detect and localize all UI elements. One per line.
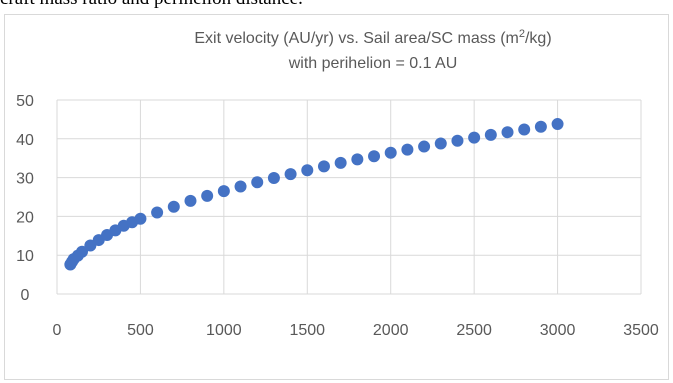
data-point-21: [301, 164, 314, 177]
page-caption: craft mass ratio and perihelion distance…: [0, 0, 673, 12]
y-tick-label-4: 40: [16, 132, 34, 149]
data-point-22: [317, 160, 330, 173]
y-tick-label-1: 10: [16, 248, 34, 265]
data-point-13: [167, 200, 180, 213]
x-tick-label-6: 3000: [540, 322, 576, 339]
data-point-26: [384, 146, 397, 159]
data-point-25: [368, 150, 381, 163]
chart-frame: Exit velocity (AU/yr) vs. Sail area/SC m…: [4, 14, 669, 380]
chart-subtitle: with perihelion = 0.1 AU: [288, 55, 458, 72]
data-point-28: [418, 140, 431, 153]
data-point-35: [534, 120, 547, 133]
data-point-12: [151, 206, 164, 219]
x-tick-label-3: 1500: [289, 322, 325, 339]
data-point-29: [434, 137, 447, 150]
x-tick-label-1: 500: [127, 322, 154, 339]
data-point-24: [351, 153, 364, 166]
data-point-18: [251, 176, 264, 189]
x-tick-label-4: 2000: [373, 322, 409, 339]
data-point-11: [134, 212, 147, 225]
scatter-chart: Exit velocity (AU/yr) vs. Sail area/SC m…: [16, 28, 659, 339]
data-point-30: [451, 134, 464, 147]
chart-title-superscript: 2: [519, 28, 525, 40]
chart-title-suffix: /kg): [525, 30, 552, 47]
x-tick-label-2: 1000: [206, 322, 242, 339]
data-point-32: [484, 128, 497, 141]
data-point-4: [76, 245, 89, 258]
data-point-34: [518, 123, 531, 136]
y-tick-label-3: 30: [16, 171, 34, 188]
y-tick-label-2: 20: [16, 209, 34, 226]
x-tick-label-7: 3500: [623, 322, 659, 339]
data-point-20: [284, 168, 297, 181]
data-point-14: [184, 194, 197, 207]
data-point-33: [501, 126, 514, 139]
data-point-19: [267, 171, 280, 184]
data-point-27: [401, 143, 414, 156]
data-point-16: [217, 185, 230, 198]
chart-title-prefix: Exit velocity (AU/yr) vs. Sail area/SC m…: [194, 30, 519, 47]
y-tick-label-5: 50: [16, 93, 34, 110]
data-point-23: [334, 156, 347, 169]
x-tick-label-0: 0: [53, 322, 62, 339]
chart-title: Exit velocity (AU/yr) vs. Sail area/SC m…: [194, 28, 551, 47]
data-point-15: [201, 189, 214, 202]
data-point-36: [551, 118, 564, 131]
y-tick-label-0: 0: [21, 287, 30, 304]
data-point-31: [468, 131, 481, 144]
data-point-17: [234, 180, 247, 193]
x-tick-label-5: 2500: [456, 322, 492, 339]
